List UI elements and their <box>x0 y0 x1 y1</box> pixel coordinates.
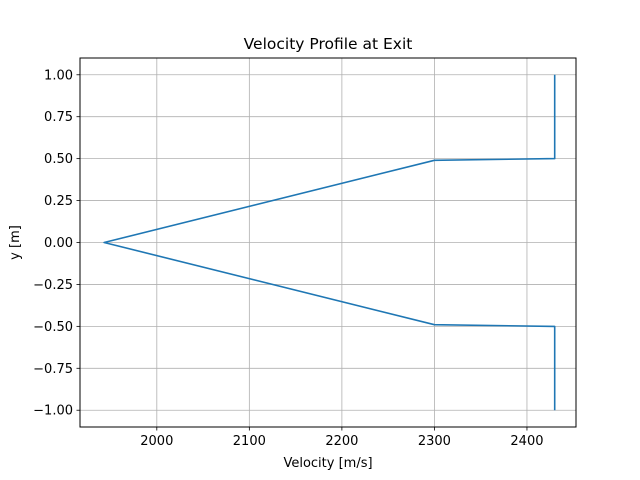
x-tick-label: 2100 <box>233 434 266 449</box>
velocity-profile-line <box>103 74 556 411</box>
x-tick-label: 2400 <box>510 434 543 449</box>
y-tick-label: 1.00 <box>44 68 73 83</box>
x-tick-label: 2000 <box>140 434 173 449</box>
y-tick-label: −0.75 <box>33 362 73 377</box>
y-tick-label: 0.75 <box>44 110 73 125</box>
y-tick-label: −1.00 <box>33 404 73 419</box>
grid <box>80 58 576 427</box>
y-tick-label: 0.00 <box>44 236 73 251</box>
x-tick-label: 2200 <box>325 434 358 449</box>
y-tick-label: 0.25 <box>44 194 73 209</box>
y-tick-label: −0.50 <box>33 320 73 335</box>
y-tick-label: 0.50 <box>44 152 73 167</box>
x-axis-label: Velocity [m/s] <box>283 456 372 471</box>
series-layer <box>103 74 556 411</box>
y-tick-label: −0.25 <box>33 278 73 293</box>
y-axis-label: y [m] <box>8 225 23 260</box>
ticks: 2000 2100 2200 2300 2400 −1.00 −0.75 −0.50 −0.25… <box>33 68 543 449</box>
chart-title: Velocity Profile at Exit <box>244 35 413 53</box>
x-tick-label: 2300 <box>418 434 451 449</box>
